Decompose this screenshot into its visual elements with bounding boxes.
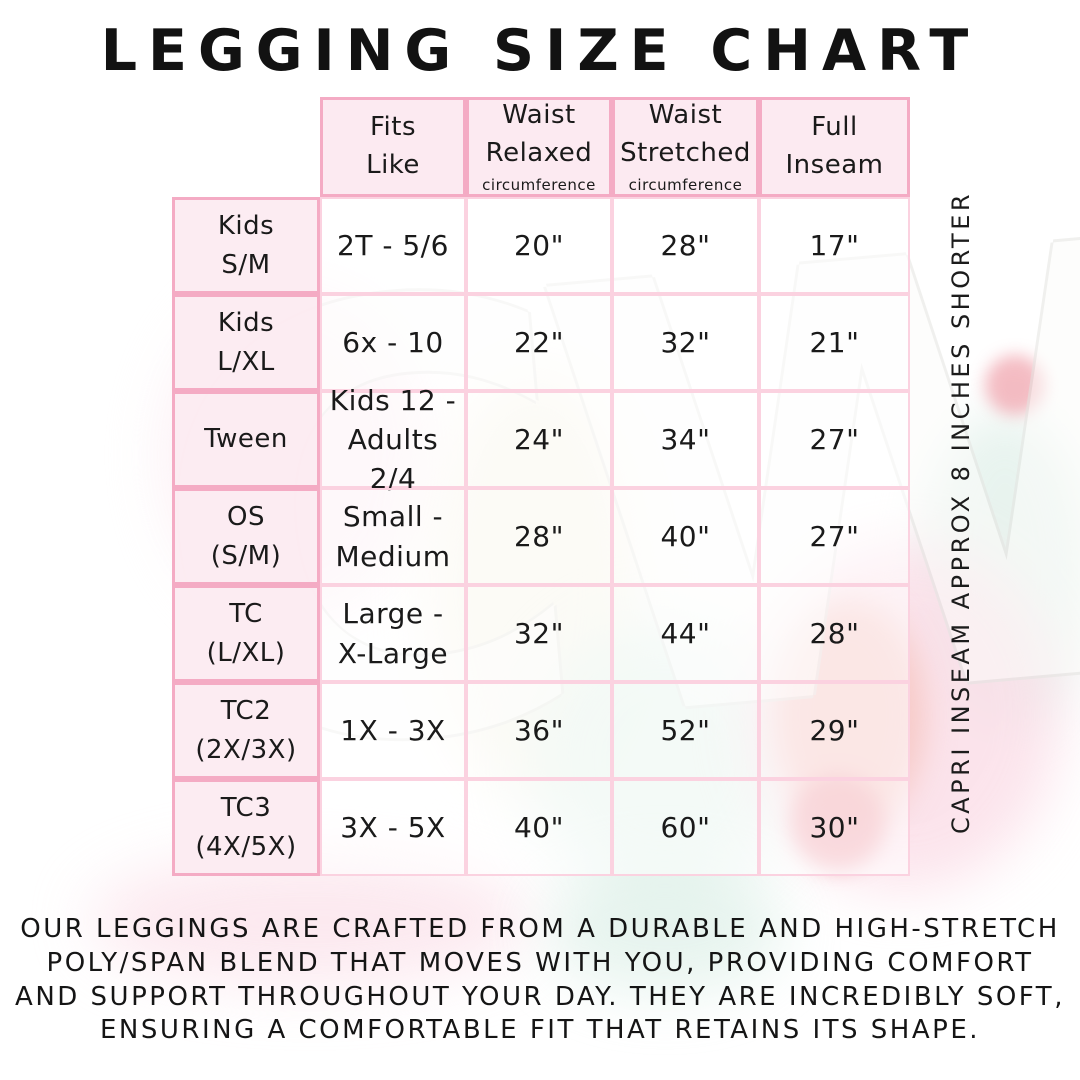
- size-value-cell: 44": [612, 585, 759, 682]
- row-header: Tween: [172, 391, 320, 488]
- size-value-cell: 1X - 3X: [320, 682, 466, 779]
- size-value-cell: Kids 12 - Adults 2/4: [320, 384, 466, 495]
- size-value-cell: 34": [612, 391, 759, 488]
- column-header-fits-like: Fits Like: [320, 97, 466, 197]
- row-header: Kids S/M: [172, 197, 320, 294]
- size-value-cell: 32": [612, 294, 759, 391]
- size-value-cell: 28": [466, 488, 612, 585]
- row-header: TC2 (2X/3X): [172, 682, 320, 779]
- size-value-cell: 28": [759, 585, 910, 682]
- size-value-cell: 36": [466, 682, 612, 779]
- size-value-cell: Small - Medium: [320, 488, 466, 585]
- size-value-cell: 30": [759, 779, 910, 876]
- column-header-label: Fits Like: [366, 112, 420, 180]
- capri-inseam-note: CAPRI INSEAM APPROX 8 INCHES SHORTER: [947, 190, 975, 835]
- coral-flower-icon: [985, 355, 1045, 415]
- column-header-subtext: circumference: [482, 175, 596, 194]
- size-value-cell: 60": [612, 779, 759, 876]
- size-value-cell: 24": [466, 391, 612, 488]
- column-header-waist-stretched: Waist Stretched circumference: [612, 97, 759, 197]
- column-header-subtext: circumference: [628, 175, 743, 194]
- corner-spacer: [172, 97, 320, 197]
- teal-wash-blob: [545, 865, 785, 995]
- size-value-cell: 28": [612, 197, 759, 294]
- size-value-cell: 20": [466, 197, 612, 294]
- size-table: Fits Like Waist Relaxed circumference Wa…: [172, 97, 910, 876]
- product-description: OUR LEGGINGS ARE CRAFTED FROM A DURABLE …: [15, 914, 1065, 1046]
- row-header: Kids L/XL: [172, 294, 320, 391]
- size-value-cell: 52": [612, 682, 759, 779]
- size-value-cell: 22": [466, 294, 612, 391]
- column-header-full-inseam: Full Inseam: [759, 97, 910, 197]
- page-title: LEGGING SIZE CHART: [100, 18, 980, 84]
- column-header-label: Waist Stretched: [620, 100, 751, 169]
- pink-wash-blob: [90, 855, 530, 985]
- size-value-cell: 40": [612, 488, 759, 585]
- size-value-cell: 17": [759, 197, 910, 294]
- size-value-cell: Large - X-Large: [320, 585, 466, 682]
- size-value-cell: 2T - 5/6: [320, 197, 466, 294]
- size-value-cell: 21": [759, 294, 910, 391]
- size-value-cell: 32": [466, 585, 612, 682]
- row-header: OS (S/M): [172, 488, 320, 585]
- size-value-cell: 3X - 5X: [320, 779, 466, 876]
- size-value-cell: 27": [759, 488, 910, 585]
- column-header-label: Waist Relaxed: [485, 100, 593, 169]
- size-value-cell: 27": [759, 391, 910, 488]
- row-header: TC3 (4X/5X): [172, 779, 320, 876]
- size-value-cell: 29": [759, 682, 910, 779]
- size-value-cell: 6x - 10: [320, 294, 466, 391]
- row-header: TC (L/XL): [172, 585, 320, 682]
- column-header-waist-relaxed: Waist Relaxed circumference: [466, 97, 612, 197]
- column-header-label: Full Inseam: [785, 112, 884, 180]
- size-value-cell: 40": [466, 779, 612, 876]
